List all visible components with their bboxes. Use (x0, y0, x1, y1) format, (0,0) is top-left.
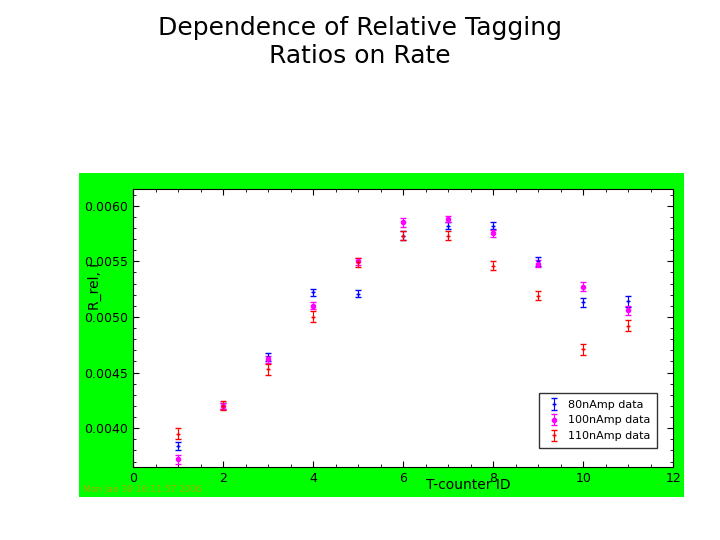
Text: R_rel, i: R_rel, i (88, 262, 102, 310)
Text: T-counter ID: T-counter ID (426, 478, 510, 492)
Text: Mon Jan 30 16:11:57 2006: Mon Jan 30 16:11:57 2006 (83, 485, 202, 494)
Text: Dependence of Relative Tagging
Ratios on Rate: Dependence of Relative Tagging Ratios on… (158, 16, 562, 68)
Legend: 80nAmp data, 100nAmp data, 110nAmp data: 80nAmp data, 100nAmp data, 110nAmp data (539, 393, 657, 448)
